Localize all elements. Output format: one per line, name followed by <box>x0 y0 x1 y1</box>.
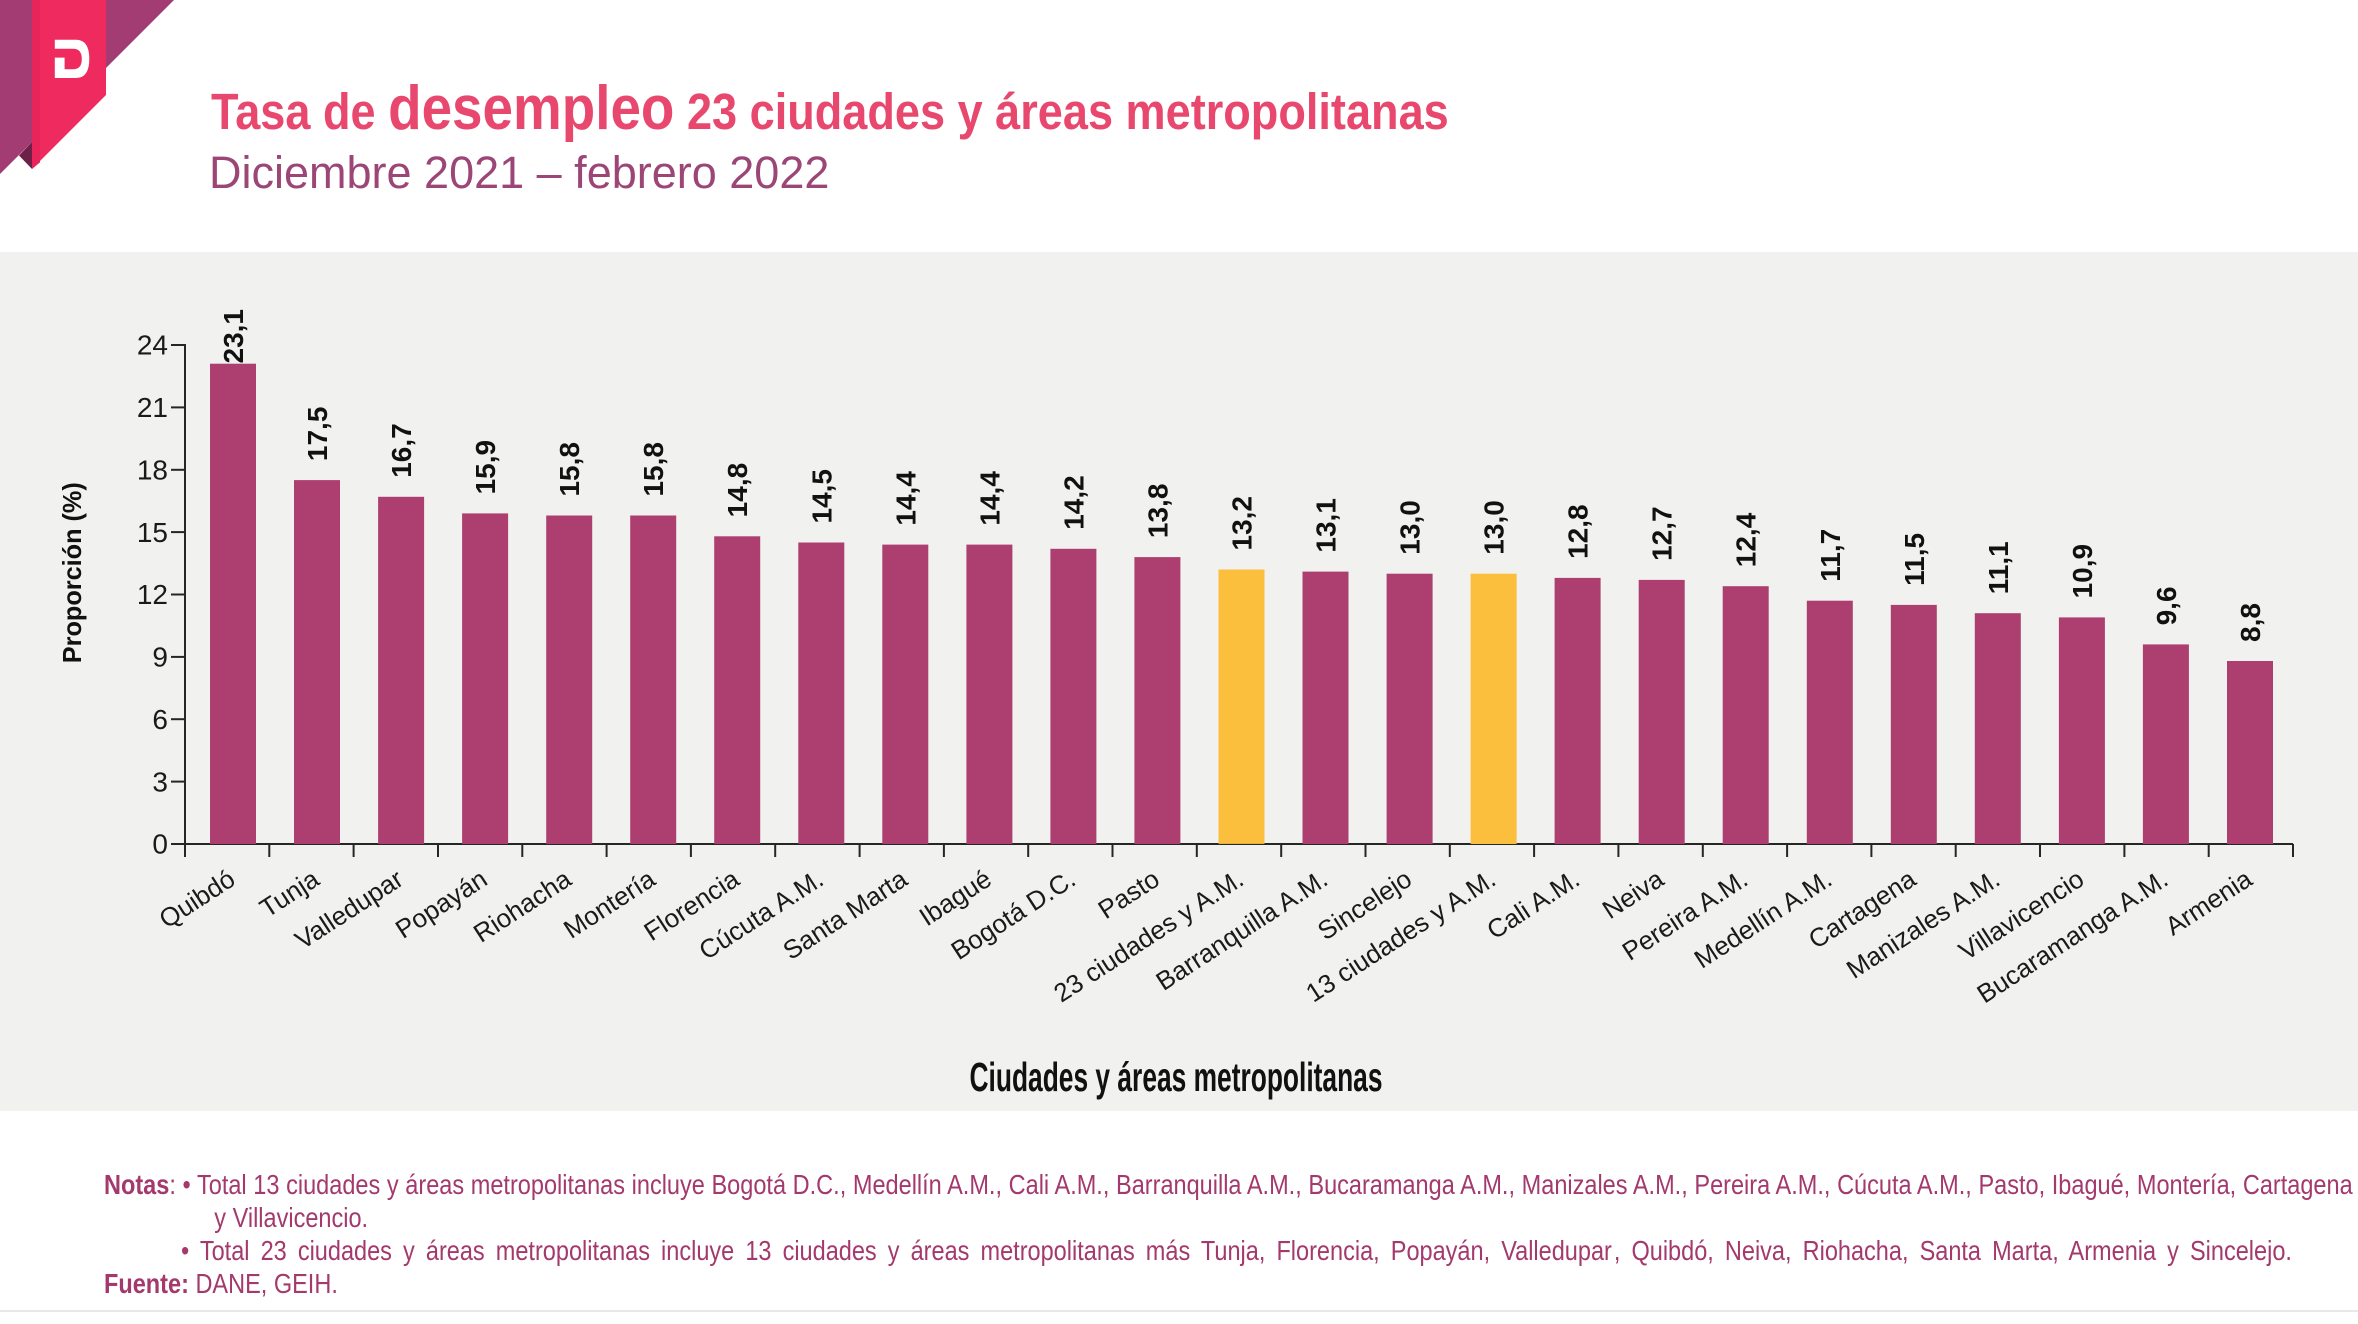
svg-text:11,7: 11,7 <box>1815 529 1846 582</box>
svg-text:13,8: 13,8 <box>1142 484 1173 539</box>
svg-text:14,2: 14,2 <box>1058 475 1089 530</box>
svg-text:9: 9 <box>152 642 168 673</box>
svg-text:10,9: 10,9 <box>2067 544 2098 599</box>
svg-text:13,0: 13,0 <box>1479 500 1510 555</box>
svg-text:12,4: 12,4 <box>1731 512 1762 567</box>
svg-text:11,5: 11,5 <box>1899 533 1930 586</box>
svg-text:Proporción (%): Proporción (%) <box>57 482 87 663</box>
svg-text:14,4: 14,4 <box>890 471 921 526</box>
svg-text:6: 6 <box>152 704 168 735</box>
svg-text:12,7: 12,7 <box>1647 506 1678 561</box>
svg-text:17,5: 17,5 <box>302 407 333 462</box>
svg-text:23,1: 23,1 <box>218 309 249 364</box>
svg-text:15,8: 15,8 <box>554 442 585 497</box>
svg-text:11,1: 11,1 <box>1983 541 2014 594</box>
svg-text:18: 18 <box>137 454 168 485</box>
svg-text:16,7: 16,7 <box>386 423 417 478</box>
svg-text:15: 15 <box>137 517 168 548</box>
svg-text:9,6: 9,6 <box>2151 586 2182 625</box>
svg-text:14,5: 14,5 <box>806 469 837 524</box>
svg-text:Ciudades y áreas metropolitana: Ciudades y áreas metropolitanas <box>970 1054 1383 1100</box>
svg-text:0: 0 <box>152 829 168 860</box>
svg-text:12: 12 <box>137 579 168 610</box>
svg-text:21: 21 <box>137 392 168 423</box>
svg-text:13,0: 13,0 <box>1395 500 1426 555</box>
svg-text:12,8: 12,8 <box>1563 504 1594 559</box>
svg-text:8,8: 8,8 <box>2235 603 2266 642</box>
svg-text:15,9: 15,9 <box>470 440 501 494</box>
svg-text:15,8: 15,8 <box>638 442 669 497</box>
svg-text:14,8: 14,8 <box>722 463 753 518</box>
svg-text:13,2: 13,2 <box>1227 496 1258 551</box>
svg-text:3: 3 <box>152 766 168 797</box>
svg-text:13,1: 13,1 <box>1311 498 1342 553</box>
svg-text:24: 24 <box>137 330 168 361</box>
svg-text:14,4: 14,4 <box>974 471 1005 526</box>
